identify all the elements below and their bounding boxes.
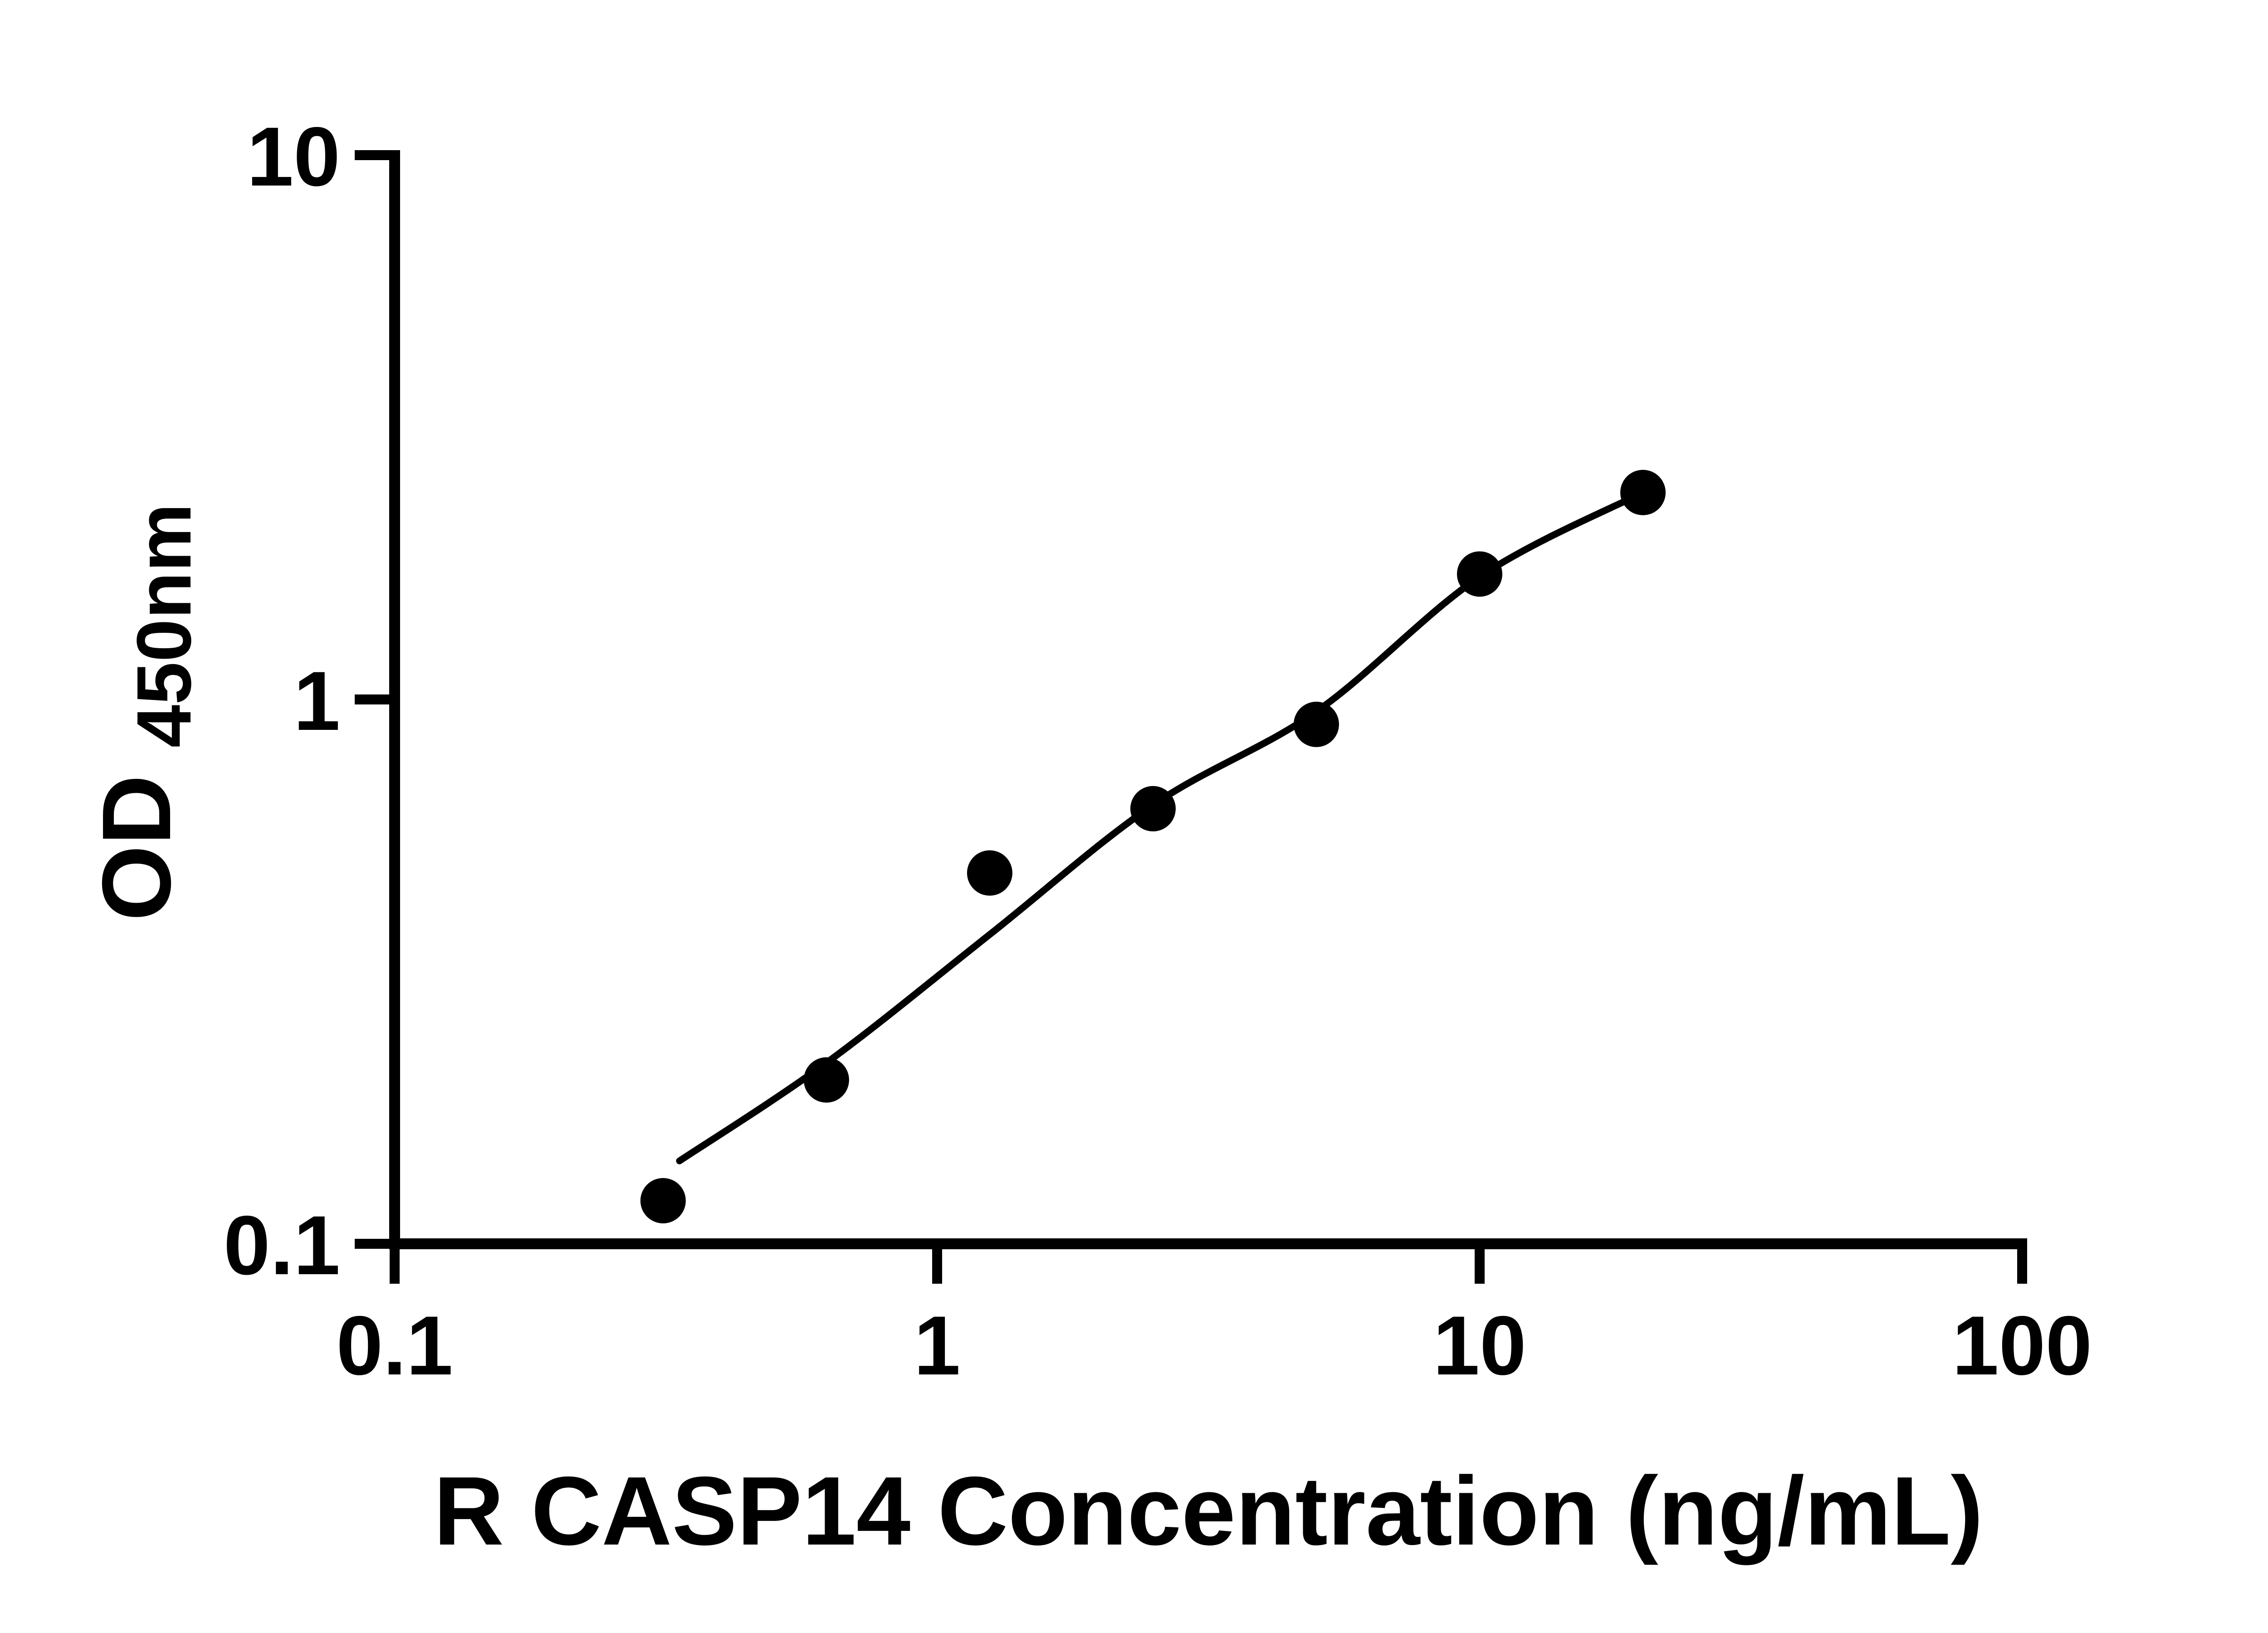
data-point-marker	[1457, 551, 1502, 597]
y-axis-ticks: 0.1 1 10	[224, 110, 395, 1292]
y-axis-title-main: OD	[82, 775, 191, 921]
data-point-marker	[1130, 786, 1176, 831]
data-point-marker	[967, 850, 1012, 896]
x-tick-label: 0.1	[336, 1299, 453, 1393]
data-points	[640, 469, 1666, 1223]
x-tick-label: 1	[914, 1299, 961, 1393]
x-tick-label: 10	[1433, 1299, 1526, 1393]
data-point-marker	[640, 1178, 686, 1223]
y-axis-title-subscript: 450nm	[121, 504, 207, 748]
x-axis-ticks: 0.1 1 10 100	[336, 1244, 2092, 1393]
data-point-marker	[1293, 701, 1339, 747]
x-axis-title: R CASP14 Concentration (ng/mL)	[434, 1456, 1983, 1565]
y-axis-title: OD 450nm	[82, 504, 207, 921]
data-point-marker	[803, 1057, 849, 1103]
axes	[389, 150, 2027, 1249]
y-tick-label: 1	[293, 655, 340, 748]
y-tick-label: 0.1	[224, 1199, 340, 1292]
data-point-marker	[1620, 469, 1666, 515]
x-tick-label: 100	[1952, 1299, 2092, 1393]
y-tick-label: 10	[247, 110, 340, 204]
